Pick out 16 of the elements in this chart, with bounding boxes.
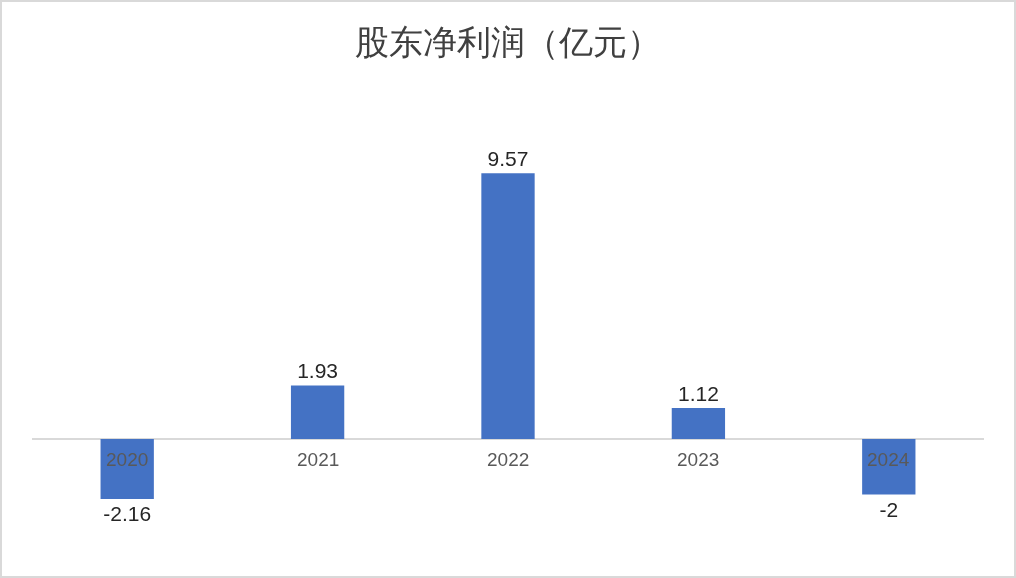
- data-label: 1.93: [297, 359, 339, 383]
- data-label: -2.16: [103, 502, 152, 525]
- bar: [100, 438, 154, 499]
- bar: [862, 438, 916, 495]
- bar: [671, 407, 726, 439]
- data-label: -2: [879, 497, 899, 521]
- data-label: 9.57: [487, 147, 529, 171]
- bar: [290, 385, 345, 439]
- x-tick-label: 2023: [677, 449, 720, 470]
- bar: [481, 173, 535, 439]
- x-tick-label: 2021: [297, 449, 340, 470]
- data-label: 1.12: [677, 381, 719, 405]
- x-tick-label: 2020: [106, 449, 149, 470]
- chart-title: 股东净利润（亿元）: [355, 24, 661, 62]
- x-tick-label: 2024: [867, 449, 910, 470]
- x-tick-label: 2022: [487, 449, 530, 470]
